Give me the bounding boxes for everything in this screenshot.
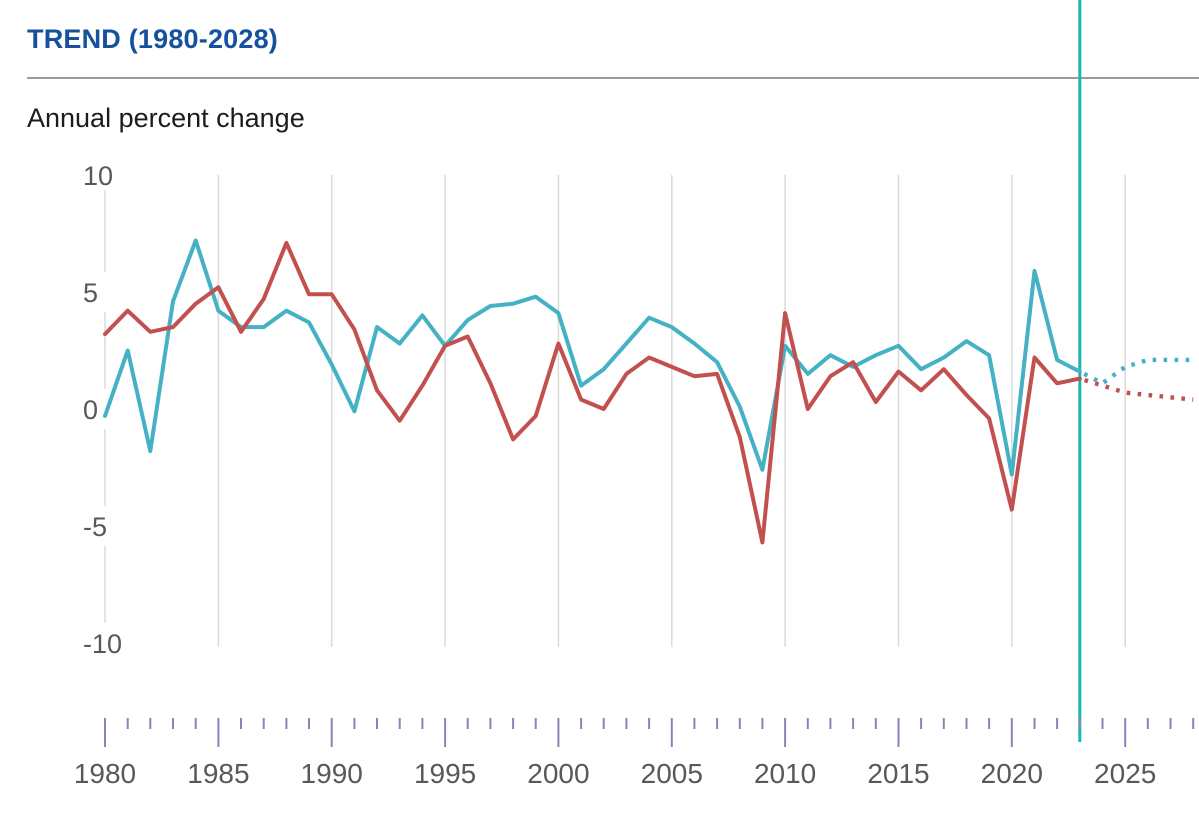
red-series-solid-line[interactable]: [103, 240, 1082, 545]
y-tick-label--10: -10: [83, 629, 122, 659]
header-divider: [27, 77, 1199, 79]
y-tick-label--5: -5: [83, 512, 107, 542]
red-series-projection-dotted-line[interactable]: [1079, 376, 1194, 402]
x-axis-ticks-and-labels: 1980 1985 1990 1995 2000 2005 2010 2015 2020 2025: [74, 718, 1195, 789]
x-tick-label-1995: 1995: [414, 758, 476, 789]
x-tick-label-2025: 2025: [1094, 758, 1156, 789]
x-tick-label-1990: 1990: [301, 758, 363, 789]
y-tick-label-10: 10: [83, 161, 113, 191]
y-tick-label-5: 5: [83, 278, 98, 308]
series-lines: [103, 238, 1194, 545]
x-tick-label-2010: 2010: [754, 758, 816, 789]
panel-title: TREND (1980-2028): [27, 24, 279, 54]
teal-series-solid-line[interactable]: [103, 238, 1082, 477]
x-tick-label-2000: 2000: [527, 758, 589, 789]
x-tick-label-2020: 2020: [981, 758, 1043, 789]
x-tick-label-2015: 2015: [867, 758, 929, 789]
vertical-gridlines: [104, 175, 1126, 647]
x-tick-label-1980: 1980: [74, 758, 136, 789]
y-tick-label-0: 0: [83, 395, 98, 425]
x-tick-label-1985: 1985: [187, 758, 249, 789]
y-axis-units-label: Annual percent change: [27, 103, 305, 133]
x-tick-label-2005: 2005: [641, 758, 703, 789]
y-axis-labels: 10 5 0 -5 -10: [83, 161, 122, 659]
teal-series-projection-dotted-line[interactable]: [1078, 357, 1194, 386]
